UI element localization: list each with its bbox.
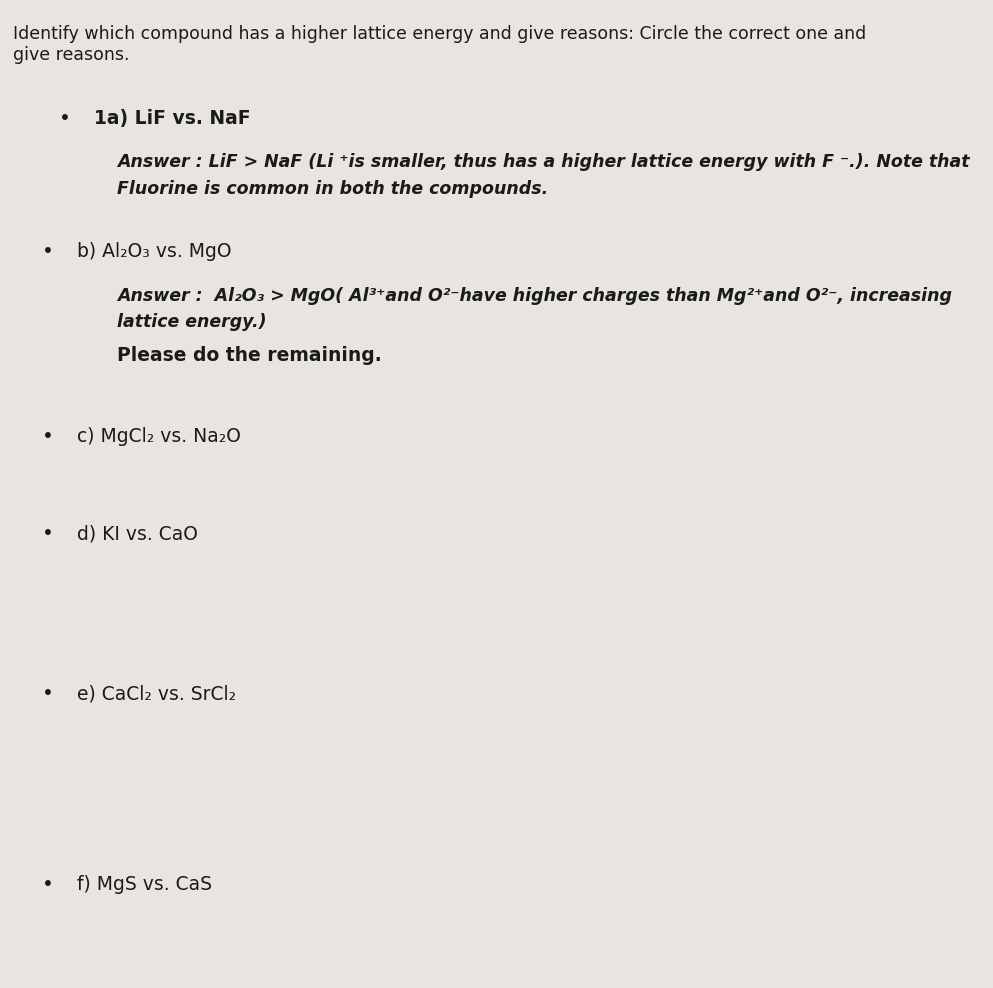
Text: •: • — [42, 684, 54, 703]
Text: •: • — [42, 242, 54, 262]
Text: •: • — [42, 524, 54, 543]
Text: •: • — [42, 427, 54, 447]
Text: f) MgS vs. CaS: f) MgS vs. CaS — [77, 874, 213, 894]
Text: •: • — [59, 109, 71, 128]
Text: b) Al₂O₃ vs. MgO: b) Al₂O₃ vs. MgO — [77, 242, 232, 262]
Text: lattice energy.): lattice energy.) — [117, 313, 267, 331]
Text: d) KI vs. CaO: d) KI vs. CaO — [77, 524, 199, 543]
Text: •: • — [42, 874, 54, 894]
Text: Identify which compound has a higher lattice energy and give reasons: Circle the: Identify which compound has a higher lat… — [13, 25, 866, 63]
Text: Answer :  Al₂O₃ > MgO( Al³⁺and O²⁻have higher charges than Mg²⁺and O²⁻, increasi: Answer : Al₂O₃ > MgO( Al³⁺and O²⁻have hi… — [117, 287, 952, 304]
Text: Answer : LiF > NaF (Li ⁺is smaller, thus has a higher lattice energy with F ⁻.).: Answer : LiF > NaF (Li ⁺is smaller, thus… — [117, 153, 970, 171]
Text: Fluorine is common in both the compounds.: Fluorine is common in both the compounds… — [117, 180, 548, 198]
Text: c) MgCl₂ vs. Na₂O: c) MgCl₂ vs. Na₂O — [77, 427, 241, 447]
Text: 1a) LiF vs. NaF: 1a) LiF vs. NaF — [94, 109, 251, 128]
Text: e) CaCl₂ vs. SrCl₂: e) CaCl₂ vs. SrCl₂ — [77, 684, 236, 703]
Text: Please do the remaining.: Please do the remaining. — [117, 346, 382, 365]
